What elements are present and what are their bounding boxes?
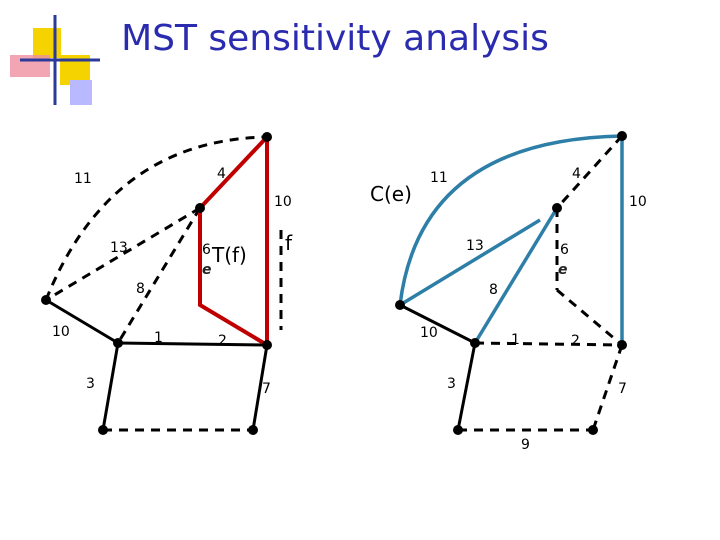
edge-f: f <box>285 231 293 255</box>
edge-label: 4 <box>217 166 226 182</box>
edge-label: 13 <box>466 238 484 254</box>
edge-label: 7 <box>618 381 627 397</box>
right-graph: 11 4 10 13 6 8 10 1 2 3 7 9 C(e) e <box>370 131 647 453</box>
title: MST sensitivity analysis <box>121 18 549 59</box>
edge-label: 10 <box>629 194 647 210</box>
edge-e: e <box>558 262 568 278</box>
left-graph: 11 4 10 13 6 8 10 1 2 3 7 T(f) e f <box>41 132 293 435</box>
edge-label: 11 <box>430 170 448 186</box>
tree-label: T(f) <box>211 243 247 267</box>
edge-label: 6 <box>560 242 569 258</box>
edge-label: 10 <box>52 324 70 340</box>
edge-label: 7 <box>262 381 271 397</box>
cycle-label: C(e) <box>370 182 412 206</box>
edge-label: 6 <box>202 242 211 258</box>
edge-label: 10 <box>274 194 292 210</box>
edge-label: 9 <box>521 437 530 453</box>
edge-label: 2 <box>571 333 580 349</box>
edge-label: 3 <box>447 376 456 392</box>
edge-label: 4 <box>572 166 581 182</box>
edge-label: 1 <box>154 330 163 346</box>
edge-label: 8 <box>136 281 145 297</box>
edge-label: 10 <box>420 325 438 341</box>
logo <box>10 15 100 105</box>
edge-label: 13 <box>110 240 128 256</box>
edge-label: 1 <box>511 332 520 348</box>
edge-label: 11 <box>74 171 92 187</box>
edge-label: 8 <box>489 282 498 298</box>
edge-label: 2 <box>218 333 227 349</box>
edge-e: e <box>202 262 212 278</box>
edge-label: 3 <box>86 376 95 392</box>
